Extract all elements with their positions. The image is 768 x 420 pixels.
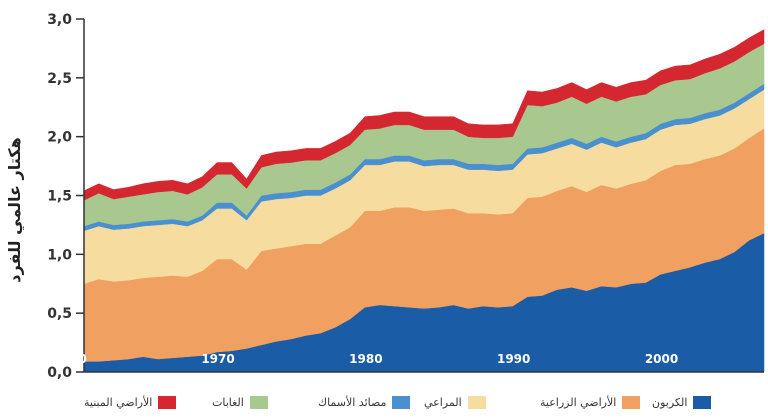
decade-label-2000: 2000 [645,352,678,366]
legend-item-5: الأراضي المبنية [84,396,177,409]
area-layers [83,29,765,373]
legend-swatch-0 [693,396,712,409]
legend-label-4: الغابات [212,396,244,409]
legend-item-2: المراعي [424,396,486,409]
y-axis-label: هكتار عالمي للفرد [5,137,25,282]
legend-label-3: مصائد الأسماك [318,396,387,409]
legend-item-0: الكربون [652,396,712,409]
y-tick-label-2: 1,0 [47,247,72,263]
legend-label-2: المراعي [424,396,462,409]
y-tick-label-6: 3,0 [47,12,72,28]
legend-swatch-2 [467,396,486,409]
y-tick-label-5: 2,5 [47,71,72,87]
legend-label-5: الأراضي المبنية [84,396,153,409]
legend-item-1: الأراضي الزراعية [540,396,641,409]
legend-label-0: الكربون [652,396,688,409]
axes: 0,0 0,5 1,0 1,5 2,0 2,5 3,0 1960 1970 1980 1990 200… [47,12,764,381]
area-series-5 [83,29,765,201]
decade-label-1980: 1980 [349,352,382,366]
y-tick-label-1: 0,5 [47,306,72,322]
legend-item-3: مصائد الأسماك [318,396,411,409]
y-tick-label-4: 2,0 [47,130,72,146]
legend-swatch-3 [392,396,411,409]
y-tick-label-3: 1,5 [47,189,72,205]
legend-swatch-1 [622,396,641,409]
chart: هكتار عالمي للفرد 0,0 0,5 1,0 1,5 2,0 2,5 3,0 1… [5,12,765,381]
legend-label-1: الأراضي الزراعية [540,396,617,409]
legend-item-4: الغابات [212,396,268,409]
decade-label-1960: 1960 [54,352,87,366]
legend-swatch-4 [249,396,268,409]
legend-swatch-5 [158,396,177,409]
y-tick-label-0: 0,0 [47,365,72,381]
legend: الكربون الأراضي الزراعية المراعي مصائد الأس… [0,396,768,418]
decade-label-1990: 1990 [497,352,530,366]
decade-label-1970: 1970 [201,352,234,366]
